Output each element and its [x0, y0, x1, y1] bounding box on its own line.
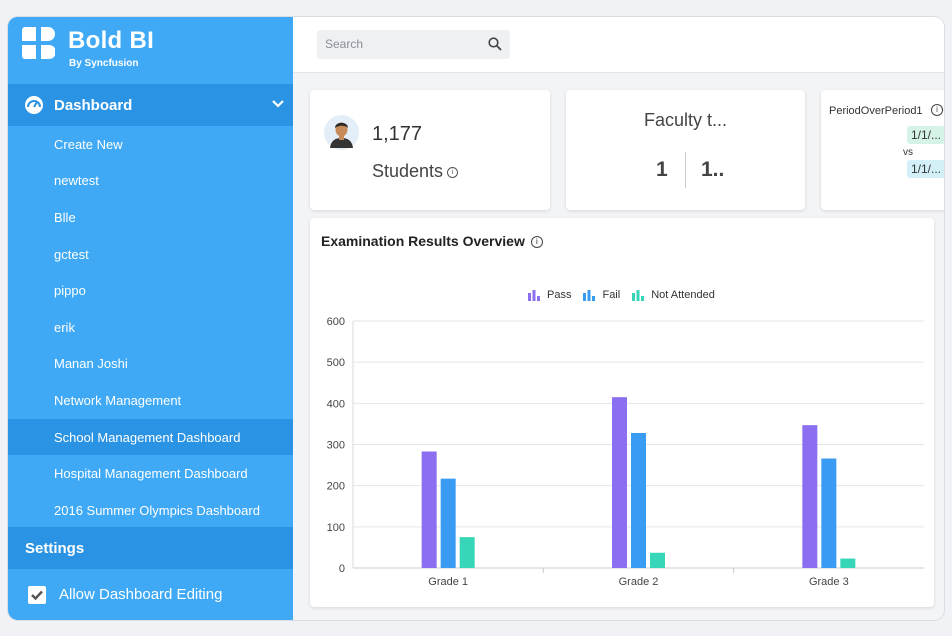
- sidebar-item-dashboard[interactable]: Dashboard: [8, 84, 293, 126]
- search-icon[interactable]: [488, 37, 502, 51]
- y-tick-label: 200: [327, 481, 345, 493]
- y-tick-label: 400: [327, 398, 345, 410]
- brand-name: Bold BI: [68, 27, 155, 54]
- top-bar: Search: [293, 17, 944, 73]
- period-title: PeriodOverPeriod1: [829, 105, 923, 117]
- allow-editing-row[interactable]: Allow Dashboard Editing: [8, 569, 293, 620]
- y-tick-label: 0: [339, 563, 345, 575]
- legend-label: Fail: [602, 289, 621, 301]
- sidebar-item-school-management[interactable]: School Management Dashboard: [8, 418, 293, 456]
- students-label-row: Students i: [372, 161, 459, 182]
- bar-pass-grade-1: [421, 451, 437, 568]
- bar-pass-grade-2: [612, 397, 627, 568]
- period-comparison-card[interactable]: PeriodOverPeriod1 i 1/1/... vs 1/1/...: [821, 90, 944, 210]
- bar-not-attended-grade-1: [459, 537, 475, 568]
- y-tick-label: 600: [327, 316, 345, 328]
- x-tick-label: Grade 1: [428, 576, 468, 588]
- sidebar-item-label: 2016 Summer Olympics Dashboard: [54, 502, 260, 518]
- allow-editing-checkbox[interactable]: [28, 585, 46, 604]
- search-input[interactable]: Search: [325, 37, 364, 51]
- app-window: Bold BI By Syncfusion Dashboard Create N…: [8, 17, 944, 620]
- y-tick-label: 300: [327, 440, 345, 452]
- main-content: Search 1,177 Students i Faculty t... 1: [293, 17, 944, 620]
- chart-legend: Pass Fail Not Attended: [528, 289, 727, 301]
- bar-not-attended-grade-2: [650, 552, 665, 568]
- checkmark-icon: [31, 590, 43, 600]
- legend-label: Not Attended: [651, 289, 715, 301]
- bar-chart: 0 100 200 300 400 500 600 Grade 1 Grade 2 Grade 3: [327, 316, 924, 588]
- sidebar-item-gctest[interactable]: gctest: [8, 236, 293, 273]
- faculty-title: Faculty t...: [643, 110, 728, 130]
- sidebar-item-newtest[interactable]: newtest: [8, 163, 293, 200]
- divider: [685, 152, 686, 188]
- students-value: 1,177: [372, 123, 423, 145]
- bar-not-attended-grade-3: [840, 558, 856, 568]
- info-icon[interactable]: i: [530, 236, 543, 249]
- legend-item-not-attended[interactable]: Not Attended: [632, 289, 715, 301]
- bar-chart-icon: [528, 289, 540, 301]
- x-tick-label: Grade 2: [619, 576, 659, 588]
- legend-item-fail[interactable]: Fail: [583, 289, 620, 301]
- bar-fail-grade-3: [821, 458, 837, 568]
- sidebar-item-hospital-management[interactable]: Hospital Management Dashboard: [8, 455, 293, 492]
- y-tick-label: 100: [327, 522, 345, 534]
- legend-label: Pass: [547, 289, 572, 301]
- sidebar-item-label: Blle: [54, 209, 76, 225]
- student-avatar-icon: [324, 115, 359, 150]
- bar-chart-icon: [632, 289, 645, 301]
- bar-fail-grade-2: [631, 432, 646, 568]
- students-kpi-card[interactable]: 1,177 Students i: [310, 90, 550, 210]
- allow-editing-label: Allow Dashboard Editing: [59, 586, 223, 603]
- chevron-down-icon[interactable]: [271, 97, 285, 111]
- dashboard-list: Create New newtest Blle gctest pippo eri…: [8, 126, 293, 529]
- faculty-value-a: 1: [656, 158, 668, 181]
- students-label: Students: [372, 161, 444, 181]
- search-box[interactable]: Search: [317, 30, 510, 59]
- exam-results-chart-card[interactable]: Examination Results Overview i Pass Fail …: [310, 218, 934, 607]
- x-tick-label: Grade 3: [809, 576, 849, 588]
- sidebar-item-label: erik: [54, 319, 75, 335]
- brand-subtitle: By Syncfusion: [69, 58, 139, 69]
- sidebar-item-pippo[interactable]: pippo: [8, 272, 293, 309]
- y-tick-label: 500: [327, 357, 345, 369]
- dashboard-gauge-icon: [25, 96, 43, 114]
- chart-title-row: Examination Results Overview i: [321, 233, 543, 249]
- brand: Bold BI By Syncfusion: [8, 17, 293, 84]
- sidebar-item-erik[interactable]: erik: [8, 309, 293, 346]
- sidebar-section-label: Dashboard: [54, 96, 133, 114]
- period-vs-label: vs: [903, 147, 913, 158]
- bar-fail-grade-1: [440, 478, 456, 568]
- sidebar: Bold BI By Syncfusion Dashboard Create N…: [8, 17, 293, 620]
- sidebar-item-create-new[interactable]: Create New: [8, 126, 293, 163]
- bold-bi-logo-icon: [22, 27, 55, 59]
- sidebar-item-network-management[interactable]: Network Management: [8, 382, 293, 419]
- faculty-kpi-card[interactable]: Faculty t... 1 1..: [566, 90, 805, 210]
- info-icon[interactable]: i: [931, 104, 943, 116]
- sidebar-settings-header[interactable]: Settings: [8, 527, 293, 569]
- period-value-previous: 1/1/...: [907, 160, 944, 178]
- sidebar-item-label: Network Management: [54, 392, 182, 408]
- chart-title: Examination Results Overview: [321, 233, 525, 249]
- sidebar-item-olympics[interactable]: 2016 Summer Olympics Dashboard: [8, 492, 293, 529]
- period-value-current: 1/1/...: [907, 126, 944, 144]
- info-icon[interactable]: i: [447, 166, 459, 178]
- sidebar-item-label: School Management Dashboard: [54, 429, 241, 445]
- sidebar-item-label: gctest: [54, 246, 89, 262]
- sidebar-item-label: Manan Joshi: [54, 356, 128, 372]
- sidebar-item-label: pippo: [54, 283, 86, 299]
- sidebar-item-blle[interactable]: Blle: [8, 199, 293, 236]
- sidebar-item-label: Create New: [54, 136, 123, 152]
- legend-item-pass[interactable]: Pass: [528, 289, 571, 301]
- bar-pass-grade-3: [802, 425, 818, 568]
- sidebar-item-manan-joshi[interactable]: Manan Joshi: [8, 346, 293, 383]
- faculty-value-b: 1..: [701, 158, 725, 181]
- sidebar-item-label: newtest: [54, 173, 99, 189]
- bar-chart-icon: [583, 289, 596, 301]
- sidebar-item-label: Hospital Management Dashboard: [54, 466, 248, 482]
